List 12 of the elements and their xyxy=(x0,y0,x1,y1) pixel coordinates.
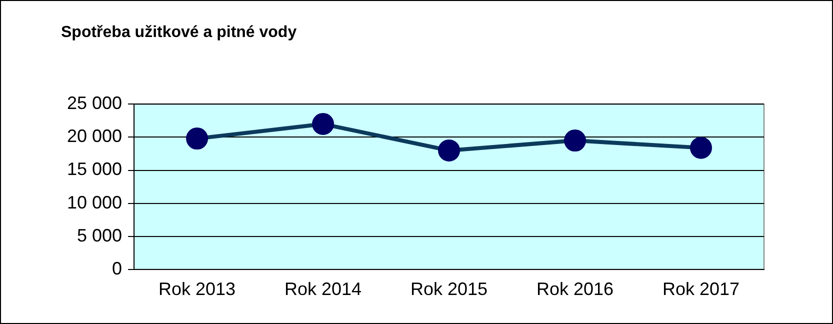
x-tick-label: Rok 2014 xyxy=(284,279,362,300)
y-tick-label: 20 000 xyxy=(66,126,122,146)
y-tick-label: 0 xyxy=(112,258,122,278)
y-tick-label: 15 000 xyxy=(66,159,122,180)
y-tick-label: 25 000 xyxy=(66,93,122,114)
x-tick-label: Rok 2013 xyxy=(158,279,236,300)
x-tick-label: Rok 2016 xyxy=(536,279,614,300)
x-tick-label: Rok 2015 xyxy=(410,279,488,300)
y-tick-label: 5 000 xyxy=(77,225,122,246)
y-tick-label: 10 000 xyxy=(66,192,122,212)
chart-title: Spotřeba užitkové a pitné vody xyxy=(61,24,297,42)
x-tick-label: Rok 2017 xyxy=(662,279,740,300)
